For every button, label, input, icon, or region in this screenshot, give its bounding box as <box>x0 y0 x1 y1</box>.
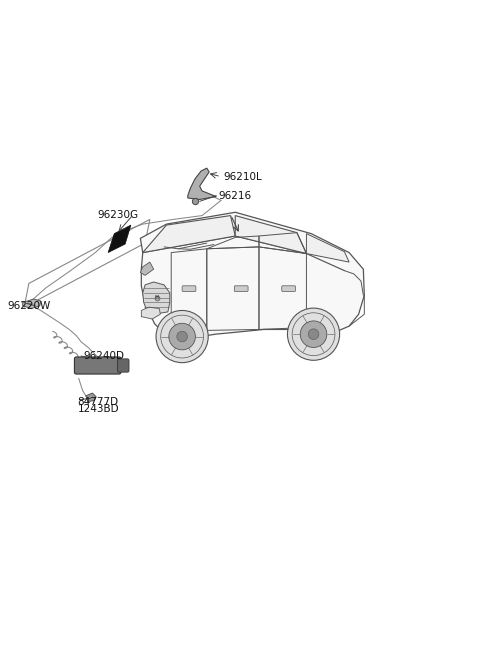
Polygon shape <box>143 282 170 313</box>
Circle shape <box>169 323 195 350</box>
Text: 1243BD: 1243BD <box>78 404 120 414</box>
Polygon shape <box>86 393 96 401</box>
Text: 96230G: 96230G <box>97 210 139 219</box>
FancyBboxPatch shape <box>74 357 121 374</box>
Text: 96240D: 96240D <box>84 351 124 361</box>
Polygon shape <box>188 168 216 200</box>
Circle shape <box>288 308 340 360</box>
Polygon shape <box>141 307 160 319</box>
Circle shape <box>177 331 187 342</box>
Polygon shape <box>23 299 41 309</box>
Polygon shape <box>235 215 306 254</box>
FancyBboxPatch shape <box>182 286 196 292</box>
Text: H: H <box>155 295 158 300</box>
Polygon shape <box>143 215 235 252</box>
Polygon shape <box>108 225 131 252</box>
Text: 96210L: 96210L <box>223 171 262 182</box>
Polygon shape <box>306 234 349 262</box>
FancyBboxPatch shape <box>118 359 129 372</box>
Polygon shape <box>140 262 154 275</box>
Polygon shape <box>140 212 364 340</box>
Text: 96216: 96216 <box>219 191 252 200</box>
FancyBboxPatch shape <box>282 286 296 292</box>
Text: 96220W: 96220W <box>8 301 51 311</box>
Circle shape <box>300 321 327 348</box>
Circle shape <box>308 329 319 340</box>
Text: 84777D: 84777D <box>78 397 119 407</box>
Circle shape <box>156 311 208 363</box>
FancyBboxPatch shape <box>234 286 248 292</box>
